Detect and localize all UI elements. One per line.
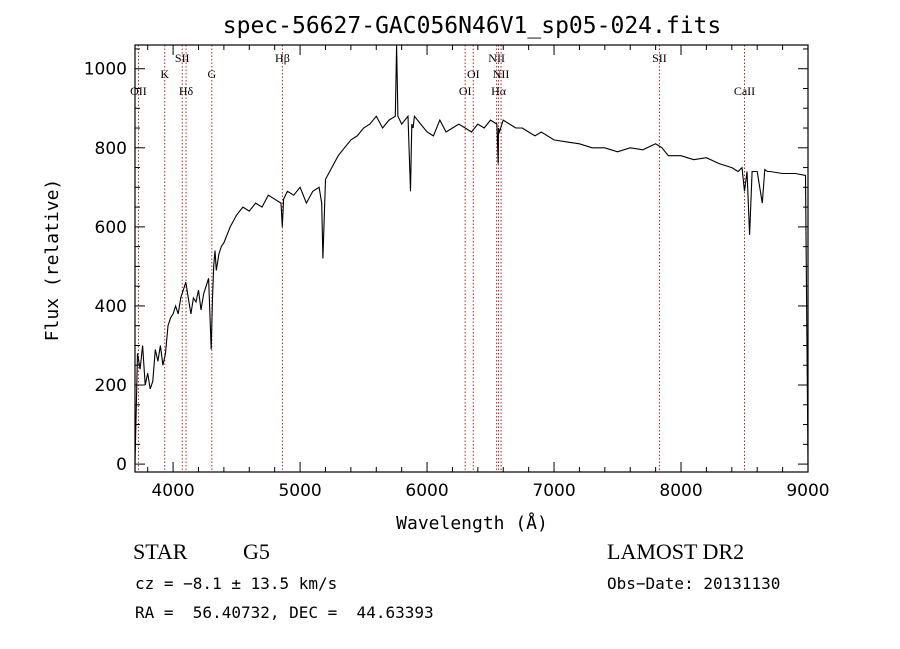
coordinates-text: RA = 56.40732, DEC = 44.63393 xyxy=(135,603,434,622)
line-label: NII xyxy=(488,51,505,65)
emission-line-markers: OII K SII Hδ G Hβ OI OI NII Hα NII SII CaII xyxy=(130,45,755,472)
line-label: OII xyxy=(130,84,147,98)
axis-ticks: 4000 5000 6000 7000 8000 9000 0 200 400 600 800 100… xyxy=(84,45,830,501)
y-tick-label: 600 xyxy=(95,218,127,238)
class-label: STAR xyxy=(133,539,188,564)
line-label: Hβ xyxy=(275,51,290,65)
line-label: OI xyxy=(459,84,472,98)
line-label: SII xyxy=(175,51,190,65)
obs-date-text: Obs−Date: 20131130 xyxy=(607,574,781,593)
line-label: SII xyxy=(652,51,667,65)
x-tick-label: 8000 xyxy=(659,481,702,501)
redshift-text: cz = −8.1 ± 13.5 km/s xyxy=(135,574,338,593)
spectrum-line xyxy=(134,44,809,465)
survey-label: LAMOST DR2 xyxy=(607,539,745,564)
y-axis-label: Flux (relative) xyxy=(42,179,63,342)
line-label: Hδ xyxy=(179,84,194,98)
line-label: K xyxy=(160,67,169,81)
x-tick-label: 5000 xyxy=(278,481,321,501)
line-label: G xyxy=(207,67,216,81)
subclass-label: G5 xyxy=(243,539,270,564)
y-tick-label: 400 xyxy=(95,297,127,317)
line-label: NII xyxy=(493,67,510,81)
y-tick-label: 0 xyxy=(116,455,127,475)
y-tick-label: 200 xyxy=(95,376,127,396)
plot-frame xyxy=(134,44,809,473)
x-tick-label: 9000 xyxy=(786,481,829,501)
line-label: CaII xyxy=(734,84,755,98)
line-label: Hα xyxy=(491,84,507,98)
chart-title: spec-56627-GAC056N46V1_sp05-024.fits xyxy=(223,13,722,39)
y-tick-label: 800 xyxy=(95,139,127,159)
line-label: OI xyxy=(467,67,480,81)
x-tick-label: 6000 xyxy=(405,481,448,501)
x-tick-label: 7000 xyxy=(532,481,575,501)
x-tick-label: 4000 xyxy=(151,481,194,501)
y-tick-label: 1000 xyxy=(84,60,127,80)
x-axis-label: Wavelength (Å) xyxy=(396,512,548,534)
